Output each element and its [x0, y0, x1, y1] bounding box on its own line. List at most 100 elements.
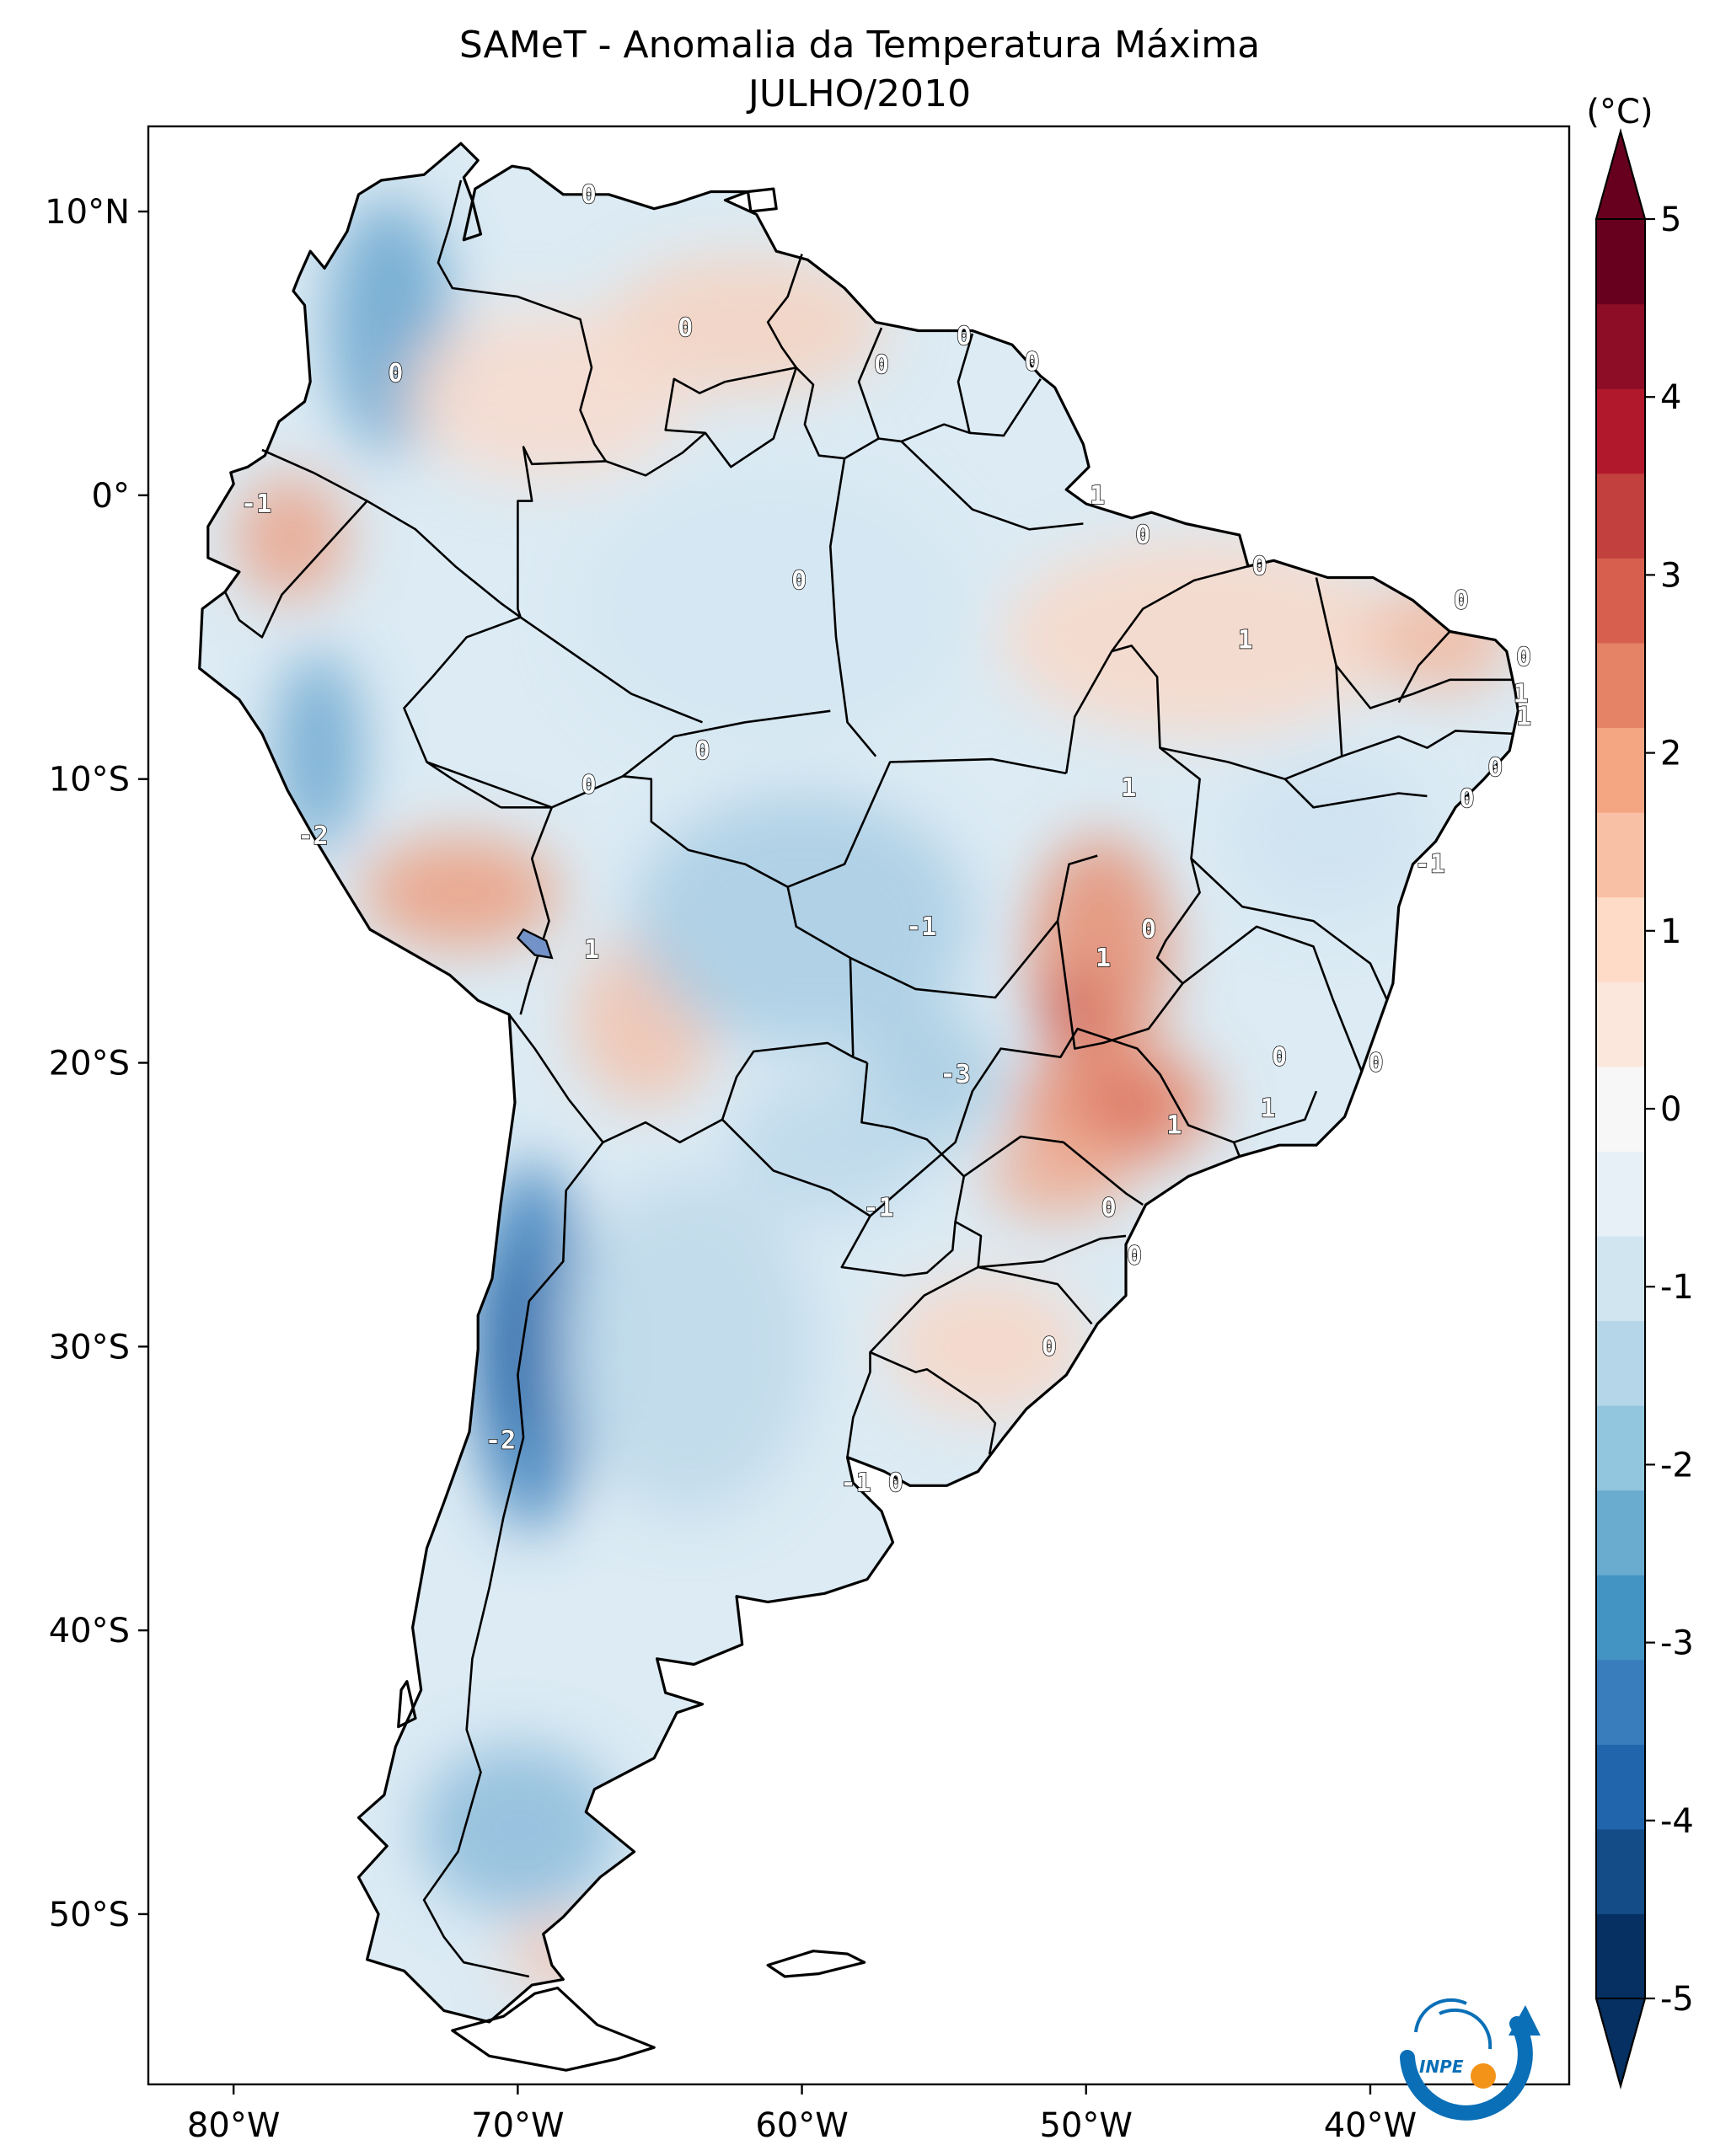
contour-label: 0: [957, 322, 972, 351]
contour-label: 1: [1514, 680, 1529, 709]
colorbar-segment: [1596, 303, 1645, 389]
contour-label: 0: [1042, 1332, 1057, 1362]
border-line: [1335, 665, 1513, 709]
island-outline: [451, 1986, 656, 2072]
colorbar-tick-label: 2: [1660, 735, 1681, 773]
colorbar-tick-label: -2: [1660, 1446, 1694, 1485]
colorbar-tick-label: -1: [1660, 1268, 1694, 1307]
island-outline: [766, 1950, 866, 1978]
border-line: [721, 1041, 854, 1121]
anomaly-field: [233, 197, 1513, 1994]
colorbar-tick-label: 0: [1660, 1090, 1681, 1129]
x-tick-label: 40°W: [1324, 2106, 1417, 2145]
anomaly-region-northeast-warm: [1000, 538, 1399, 737]
border-line: [795, 366, 880, 460]
contour-label: 0: [1141, 915, 1156, 944]
colorbar: (°C) -5 -4 -3 -2 -1 0 1 2 3 4 5: [1586, 93, 1694, 2089]
colorbar-max-extension: [1594, 128, 1647, 220]
contour-label: -1: [841, 1469, 871, 1498]
colorbar-tick-label: 5: [1660, 201, 1681, 239]
contour-label: 0: [1127, 1242, 1142, 1271]
contour-label: -1: [864, 1193, 894, 1222]
colorbar-tick-label: -5: [1660, 1980, 1694, 2019]
border-line: [519, 616, 703, 724]
anomaly-region-sao-paulo-hotspot: [1094, 1077, 1163, 1134]
logo-text: INPE: [1419, 2057, 1464, 2077]
contour-label: -2: [298, 821, 329, 851]
contour-label: -3: [941, 1060, 971, 1089]
anomaly-region-bahia-cold: [1228, 751, 1428, 921]
border-line: [1341, 730, 1513, 757]
colorbar-segment: [1596, 1066, 1645, 1152]
border-line: [622, 709, 831, 778]
border-line: [857, 327, 902, 443]
colorbar-min-extension: [1594, 1998, 1647, 2089]
contour-label: 0: [1460, 784, 1475, 814]
colorbar-unit-label: (°C): [1586, 93, 1653, 131]
colorbar-segment: [1596, 812, 1645, 898]
anomaly-region-colombia-warm: [404, 311, 689, 481]
inpe-logo: INPE: [1400, 1998, 1541, 2121]
contour-label: 1: [1516, 703, 1531, 732]
border-line: [978, 1265, 1093, 1325]
border-line: [1397, 630, 1451, 704]
contour-label: 1: [1166, 1111, 1182, 1141]
contour-label: 1: [1261, 1094, 1276, 1123]
contour-label: -2: [485, 1426, 516, 1455]
border-line: [1284, 778, 1428, 809]
continent-outline: [198, 142, 1519, 2024]
colorbar-tick-label: 4: [1660, 378, 1681, 417]
contour-label: 0: [1135, 521, 1150, 550]
border-line: [704, 366, 798, 468]
border-line: [1064, 645, 1201, 942]
colorbar-segment: [1596, 1151, 1645, 1237]
colorbar-segment: [1596, 1490, 1645, 1576]
anomaly-region-amazon-cold: [574, 467, 973, 751]
contour-label: 0: [581, 770, 597, 800]
colorbar-segment: [1596, 1320, 1645, 1406]
contour-label: 0: [1025, 348, 1040, 377]
border-line: [1182, 925, 1364, 1073]
colorbar-segment: [1596, 1744, 1645, 1830]
contour-label: 0: [791, 566, 807, 596]
islands: [397, 187, 866, 2072]
contour-label: 0: [1487, 753, 1503, 783]
border-line: [1111, 564, 1249, 652]
colorbar-segment: [1596, 982, 1645, 1067]
longitude-axis: 80°W 70°W 60°W 50°W 40°W: [187, 2084, 1417, 2145]
colorbar-segment: [1596, 1575, 1645, 1661]
border-line: [869, 1351, 997, 1455]
anomaly-region-peru-coast-cold: [276, 651, 362, 850]
border-line: [437, 179, 607, 463]
colorbar-tick-label: -4: [1660, 1802, 1694, 1841]
x-tick-label: 60°W: [755, 2106, 848, 2145]
border-line: [963, 1135, 1144, 1206]
border-line: [978, 1234, 1127, 1269]
contour-label: -1: [906, 912, 936, 942]
border-line: [869, 1027, 1241, 1217]
anomaly-region-andes-core-cold: [489, 1247, 547, 1447]
contour-label: 0: [1516, 643, 1531, 672]
border-line: [1233, 1090, 1318, 1144]
colorbar-segment: [1596, 1913, 1645, 1999]
colorbar-ticks: -5 -4 -3 -2 -1 0 1 2 3 4 5: [1645, 201, 1694, 2019]
x-tick-label: 50°W: [1040, 2106, 1133, 2145]
colorbar-segment: [1596, 1659, 1645, 1745]
border-line: [901, 378, 1042, 443]
contour-label: 1: [1238, 626, 1253, 655]
border-line: [829, 457, 877, 757]
contour-label: 1: [1096, 944, 1111, 973]
colorbar-segment: [1596, 642, 1645, 729]
lake-titicaca: [516, 928, 554, 960]
anomaly-region-rio-grande-warm: [887, 1276, 1086, 1418]
y-tick-label: 40°S: [49, 1612, 130, 1650]
chart-subtitle: JULHO/2010: [746, 72, 971, 115]
colorbar-segment: [1596, 473, 1645, 559]
political-borders: [223, 179, 1513, 1978]
logo-orange-dot: [1471, 2063, 1496, 2089]
border-line: [849, 854, 1098, 999]
y-tick-label: 10°N: [45, 193, 130, 232]
y-tick-label: 10°S: [49, 761, 130, 800]
contour-label: 0: [888, 1469, 903, 1498]
colorbar-segment: [1596, 388, 1645, 474]
